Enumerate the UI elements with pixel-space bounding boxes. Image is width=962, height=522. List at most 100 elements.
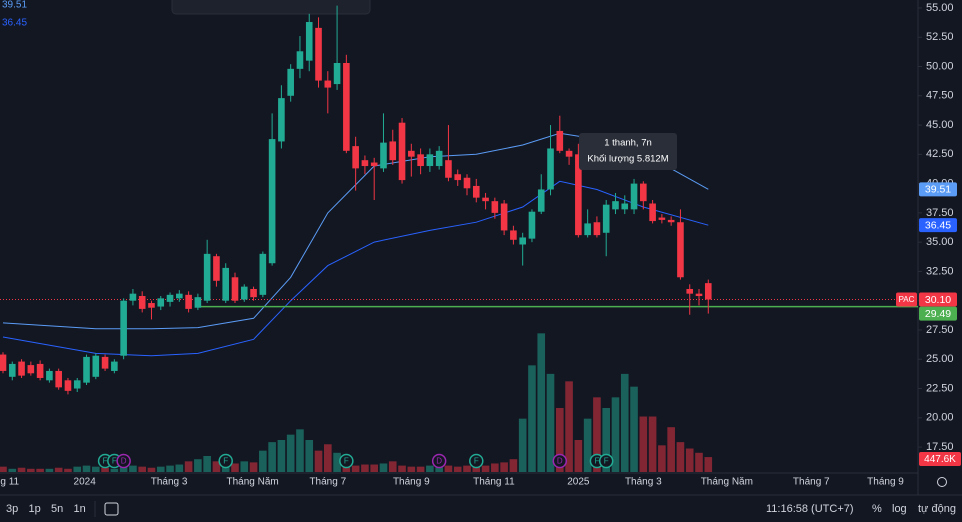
volume-bar <box>676 442 685 472</box>
interval-button[interactable]: 3p <box>6 503 18 515</box>
candle-body <box>445 160 452 178</box>
tooltip-line: Khối lượng 5.812M <box>587 154 668 165</box>
candle-body <box>528 211 536 239</box>
calendar-icon[interactable] <box>104 502 119 516</box>
candle-body <box>519 237 526 245</box>
volume-bar <box>64 468 72 472</box>
volume-bar <box>593 397 601 472</box>
volume-bar <box>286 434 295 472</box>
candle-body <box>138 296 146 309</box>
volume-bar <box>240 461 249 472</box>
volume-bar <box>194 459 202 472</box>
volume-bar <box>147 467 156 472</box>
x-tick-label: Tháng Năm <box>227 477 279 488</box>
x-tick-label: Tháng 9 <box>867 477 904 488</box>
volume-bar <box>138 466 146 472</box>
candle-body <box>166 294 174 302</box>
volume-bar <box>518 418 527 472</box>
y-tick-label: 25.00 <box>926 353 954 365</box>
event-marker[interactable] <box>552 453 568 469</box>
volume-bar <box>500 462 508 472</box>
x-tick-label: Tháng 3 <box>625 477 662 488</box>
candle-body <box>46 370 53 381</box>
volume-bar <box>268 442 276 472</box>
price-tag: 30.10 <box>925 294 951 306</box>
volume-bar <box>73 466 82 472</box>
candle-body <box>500 203 508 231</box>
volume-bar <box>463 465 471 472</box>
candle-body <box>0 354 7 371</box>
drawing-toolbar[interactable] <box>171 0 371 15</box>
candle-body <box>213 256 220 281</box>
volume-bar <box>574 440 583 472</box>
event-marker[interactable] <box>598 453 614 469</box>
candle-body <box>686 288 694 294</box>
volume-bar <box>82 465 91 472</box>
candle-body <box>677 222 684 278</box>
x-tick-label: Tháng 11 <box>0 477 20 488</box>
candle-body <box>454 174 462 181</box>
volume-bar <box>379 463 388 472</box>
candle-body <box>649 203 656 222</box>
y-tick-label: 35.00 <box>926 236 954 248</box>
volume-bar <box>416 466 425 472</box>
event-marker[interactable] <box>469 453 484 469</box>
candle-body <box>547 148 554 190</box>
candle-body <box>55 370 62 388</box>
volume-bar <box>296 429 304 472</box>
volume-bar <box>444 465 453 472</box>
event-marker[interactable] <box>431 453 447 469</box>
volume-bar <box>620 373 629 472</box>
volume-bar <box>277 440 286 472</box>
volume-bar <box>528 365 536 472</box>
event-marker[interactable] <box>116 453 131 469</box>
interval-button[interactable]: 1p <box>29 503 41 515</box>
scale-option[interactable]: tự động <box>918 503 956 515</box>
volume-bar <box>667 427 675 472</box>
event-marker[interactable] <box>339 453 354 469</box>
interval-button[interactable]: 1n <box>74 503 86 515</box>
candle-body <box>129 293 137 301</box>
volume-bar <box>556 408 564 472</box>
volume-bar <box>333 452 341 472</box>
volume-bar <box>435 466 443 472</box>
scale-option[interactable]: log <box>892 503 907 515</box>
volume-bar <box>491 463 499 472</box>
candle-body <box>194 297 202 308</box>
interval-button[interactable]: 5n <box>51 503 63 515</box>
candle-body <box>203 253 211 301</box>
volume-bar <box>388 461 397 472</box>
candle-body <box>333 62 341 85</box>
event-label: F <box>474 457 479 466</box>
candle-body <box>380 142 387 169</box>
volume-bar <box>685 448 694 472</box>
volume-bar <box>565 381 573 472</box>
y-tick-label: 22.50 <box>926 382 954 394</box>
candle-body <box>64 380 72 391</box>
y-tick-label: 32.50 <box>926 265 954 277</box>
candle-body <box>83 356 90 383</box>
candle-body <box>491 201 499 213</box>
y-tick-label: 47.50 <box>926 90 954 102</box>
volume-bar <box>17 467 26 472</box>
candle-body <box>120 300 127 356</box>
settings-icon[interactable] <box>937 477 947 487</box>
support-tag: 29.49 <box>925 308 951 320</box>
volume-bar <box>602 408 610 472</box>
y-tick-label: 45.00 <box>926 119 954 131</box>
volume-bar <box>630 386 638 472</box>
volume-bar <box>537 333 546 472</box>
event-label: F <box>344 457 349 466</box>
event-marker[interactable] <box>218 453 233 469</box>
volume-bar <box>175 464 184 472</box>
candle-body <box>398 122 406 181</box>
volume-bar <box>166 465 174 472</box>
candle-body <box>8 363 16 377</box>
scale-option[interactable]: % <box>872 503 882 515</box>
candle-body <box>27 365 35 374</box>
volume-bar <box>36 468 44 472</box>
event-label: D <box>557 457 563 466</box>
volume-bar <box>314 450 323 472</box>
